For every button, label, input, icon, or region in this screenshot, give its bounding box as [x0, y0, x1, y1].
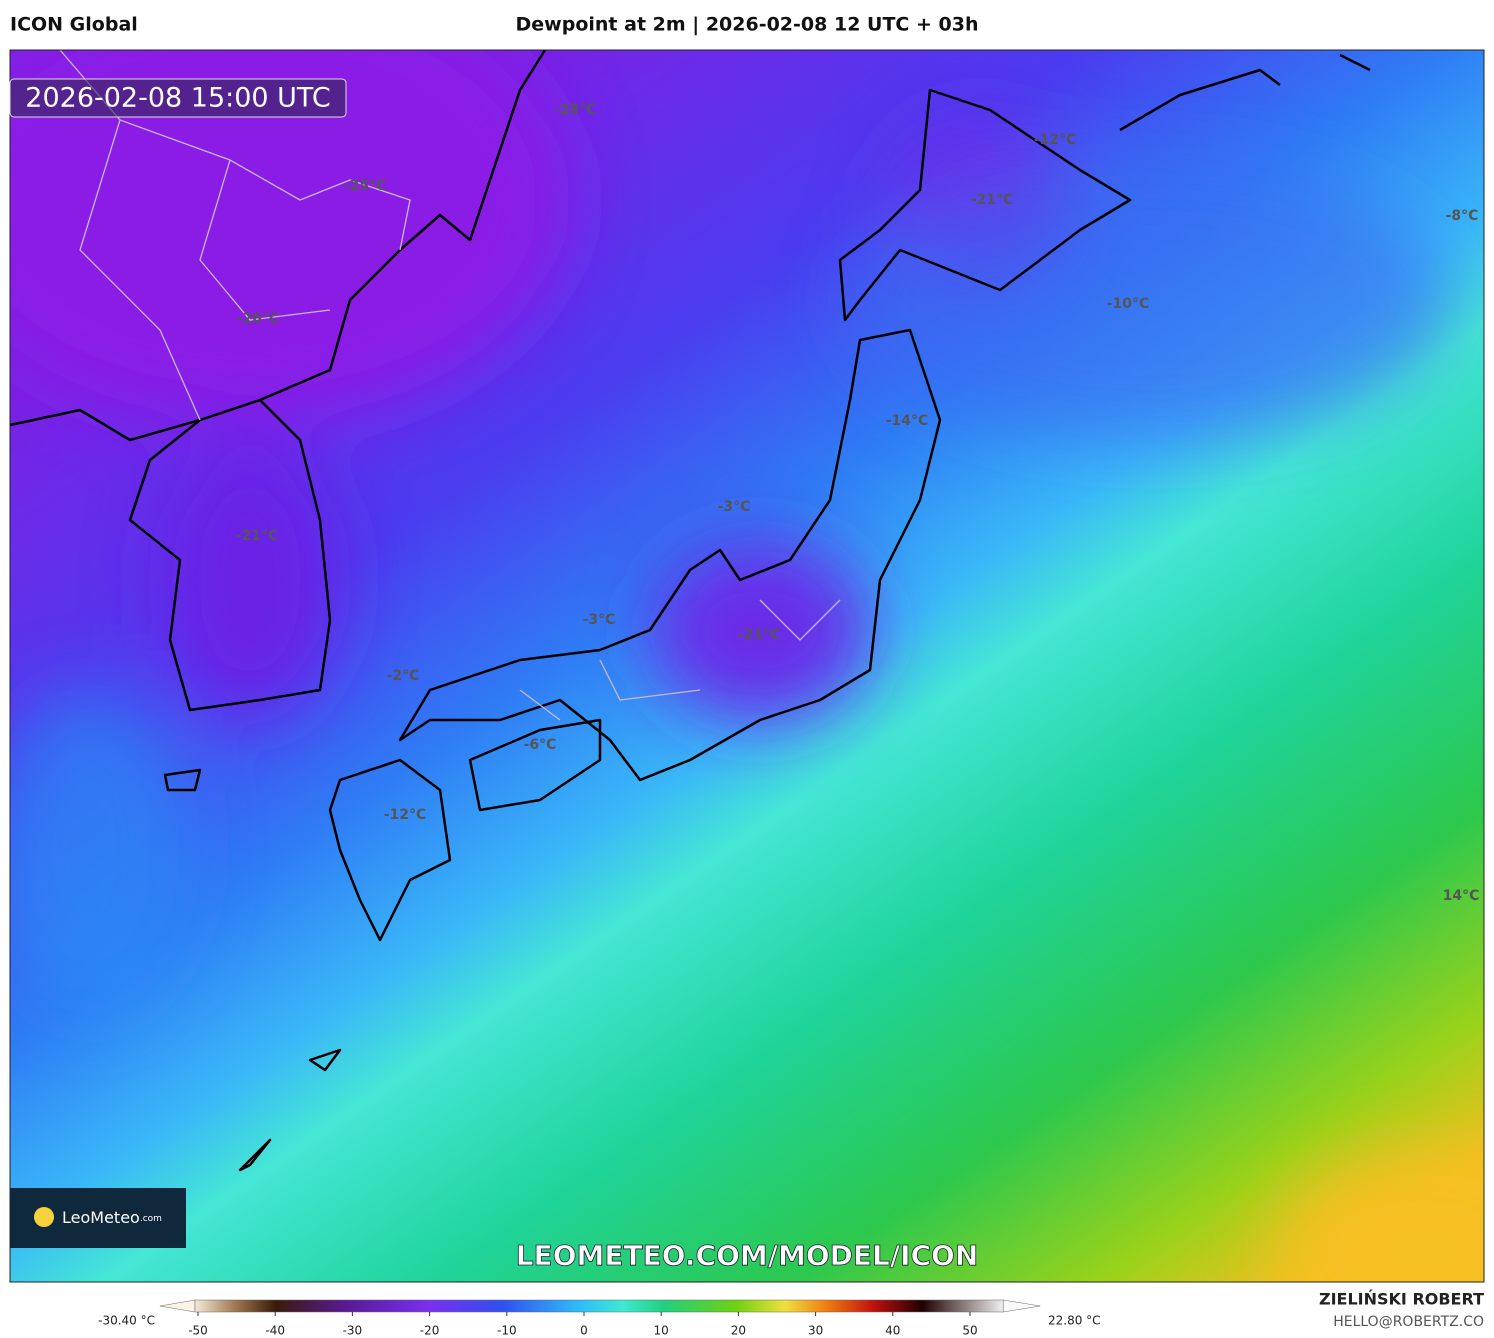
contour-label: -21°C: [236, 528, 279, 544]
logo-name: LeoMeteo: [62, 1208, 140, 1227]
colorbar-min: -30.40 °C: [98, 1314, 155, 1328]
contour-label: -3°C: [583, 612, 616, 628]
contour-label: -14°C: [886, 413, 929, 429]
colorbar-tick-label: 0: [580, 1324, 588, 1338]
contour-label: -28°C: [554, 102, 597, 118]
valid-time: 2026-02-08 15:00 UTC: [25, 83, 330, 114]
borders: [59, 50, 841, 721]
contour-label: 14°C: [1443, 888, 1480, 904]
watermark: LEOMETEO.COM/MODEL/ICON: [516, 1239, 979, 1272]
contour-label: -6°C: [524, 737, 557, 753]
colorbar-tick-label: -30: [343, 1324, 363, 1338]
colorbar-tick-label: 40: [885, 1324, 900, 1338]
contour-label: -25°C: [344, 178, 387, 194]
colorbar-tick-label: -40: [265, 1324, 285, 1338]
colorbar-max: 22.80 °C: [1048, 1314, 1101, 1328]
time-box: [9, 78, 347, 118]
contour-label: -8°C: [1446, 208, 1479, 224]
colorbar-tick-label: 30: [808, 1324, 823, 1338]
contour-label: -21°C: [738, 627, 781, 643]
colorbar-tick-label: 20: [731, 1324, 746, 1338]
map-title: Dewpoint at 2m | 2026-02-08 12 UTC + 03h: [516, 14, 979, 36]
colorbar-tick-label: -50: [188, 1324, 208, 1338]
colorbar-tick-label: 10: [654, 1324, 669, 1338]
colorbar-high-arrow: [1002, 1299, 1041, 1313]
model-name: ICON Global: [10, 14, 138, 36]
contour-label: -3°C: [718, 499, 751, 515]
contour-labels: -28°C -25°C -26°C -21°C -12°C -21°C -8°C -10°C -…: [236, 102, 1480, 904]
colorbar-scale: [194, 1299, 1004, 1313]
colorbar: -30.40 °C 22.80 °C -50 -40 -30 -20 -10 0 10 20 3…: [98, 1299, 1101, 1338]
colorbar-low-arrow: [159, 1299, 196, 1313]
contour-label: -12°C: [1034, 132, 1077, 148]
contour-label: -2°C: [387, 668, 420, 684]
contour-label: -12°C: [384, 807, 427, 823]
coastlines: [10, 50, 1371, 1172]
author: ZIELIŃSKI ROBERT: [1319, 1290, 1484, 1309]
colorbar-tick-label: 50: [962, 1324, 977, 1338]
contact: HELLO@ROBERTZ.CO: [1333, 1314, 1484, 1330]
contour-label: -26°C: [237, 311, 280, 327]
colorbar-tick-label: -20: [420, 1324, 440, 1338]
map-frame: [9, 49, 1485, 1283]
contour-label: -21°C: [971, 192, 1014, 208]
logo-text: LeoMeteo.com: [62, 1208, 162, 1227]
colorbar-tick-label: -10: [497, 1324, 517, 1338]
logo-suffix: .com: [140, 1214, 162, 1224]
contour-label: -10°C: [1107, 296, 1150, 312]
logo-sun: [34, 1207, 54, 1227]
